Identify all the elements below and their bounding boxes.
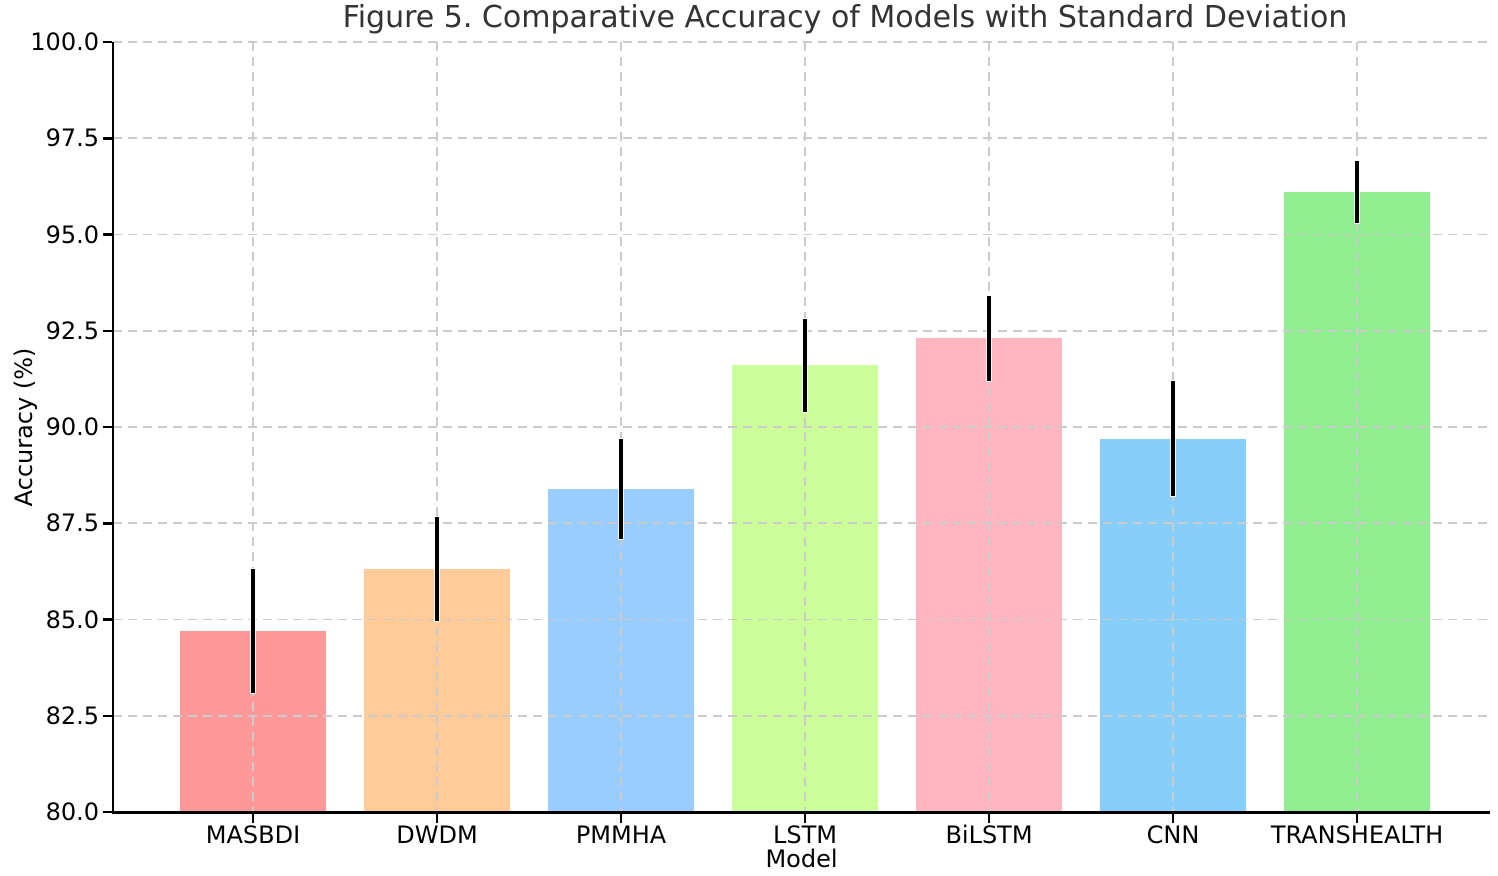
gridline-h-90.0 xyxy=(113,426,1490,428)
x-axis-label: Model xyxy=(765,845,838,873)
x-tick-cnn xyxy=(1171,813,1175,823)
gridline-v-masbdi xyxy=(252,42,254,812)
errorbar-cnn xyxy=(1171,380,1175,497)
x-tick-masbdi xyxy=(251,813,255,823)
x-axis-spine xyxy=(111,811,1490,814)
gridline-v-lstm xyxy=(804,42,806,812)
gridline-h-87.5 xyxy=(113,522,1490,525)
gridline-h-100.0 xyxy=(113,41,1490,43)
errorbar-transhealth xyxy=(1355,161,1359,223)
x-tick-dwdm xyxy=(435,813,439,823)
x-tick-label-bilstm: BiLSTM xyxy=(945,821,1033,849)
y-tick-80.0 xyxy=(102,810,112,814)
errorbar-bilstm xyxy=(987,296,991,381)
x-tick-bilstm xyxy=(987,813,991,823)
errorbar-pmmha xyxy=(619,438,623,539)
y-tick-100.0 xyxy=(102,40,112,44)
y-tick-95.0 xyxy=(102,233,112,236)
x-tick-label-pmmha: PMMHA xyxy=(575,821,667,849)
gridline-h-82.5 xyxy=(113,714,1490,717)
plot-area: 80.0 82.5 85.0 87.5 90.0 92.5 95.0 97.5 100.0 MAS… xyxy=(30,28,1490,849)
y-tick-97.5 xyxy=(102,137,112,140)
x-tick-label-dwdm: DWDM xyxy=(396,821,478,849)
chart-title: Figure 5. Comparative Accuracy of Models… xyxy=(342,0,1348,35)
x-tick-label-cnn: CNN xyxy=(1146,821,1200,849)
y-tick-90.0 xyxy=(102,425,112,429)
y-tick-label-80.0: 80.0 xyxy=(45,798,99,826)
gridline-v-bilstm xyxy=(988,42,990,812)
x-tick-label-lstm: LSTM xyxy=(773,821,837,849)
y-tick-label-85.0: 85.0 xyxy=(45,605,99,634)
gridline-h-92.5 xyxy=(113,329,1490,332)
y-tick-label-95.0: 95.0 xyxy=(45,220,99,249)
gridline-h-95.0 xyxy=(113,233,1490,236)
y-tick-label-97.5: 97.5 xyxy=(45,124,99,153)
y-axis-spine xyxy=(111,42,114,814)
y-tick-87.5 xyxy=(102,522,112,525)
gridline-h-97.5 xyxy=(113,137,1490,140)
x-tick-transhealth xyxy=(1355,813,1359,823)
x-tick-lstm xyxy=(803,813,807,823)
x-tick-label-masbdi: MASBDI xyxy=(205,821,301,849)
y-tick-label-92.5: 92.5 xyxy=(45,316,99,345)
x-tick-pmmha xyxy=(619,813,623,823)
y-tick-85.0 xyxy=(102,618,112,621)
y-tick-label-87.5: 87.5 xyxy=(45,509,99,538)
errorbar-masbdi xyxy=(251,569,255,693)
gridline-h-85.0 xyxy=(113,618,1490,621)
y-tick-label-82.5: 82.5 xyxy=(45,701,99,730)
y-tick-label-90.0: 90.0 xyxy=(45,413,99,441)
y-tick-92.5 xyxy=(102,329,112,332)
gridline-v-transhealth xyxy=(1356,42,1358,812)
y-tick-82.5 xyxy=(102,714,112,717)
x-tick-label-transhealth: TRANSHEALTH xyxy=(1270,821,1444,849)
y-tick-label-100.0: 100.0 xyxy=(30,28,99,56)
errorbar-lstm xyxy=(803,319,807,412)
errorbar-dwdm xyxy=(435,517,439,622)
gridline-v-pmmha xyxy=(620,42,622,812)
gridline-v-dwdm xyxy=(436,42,438,812)
